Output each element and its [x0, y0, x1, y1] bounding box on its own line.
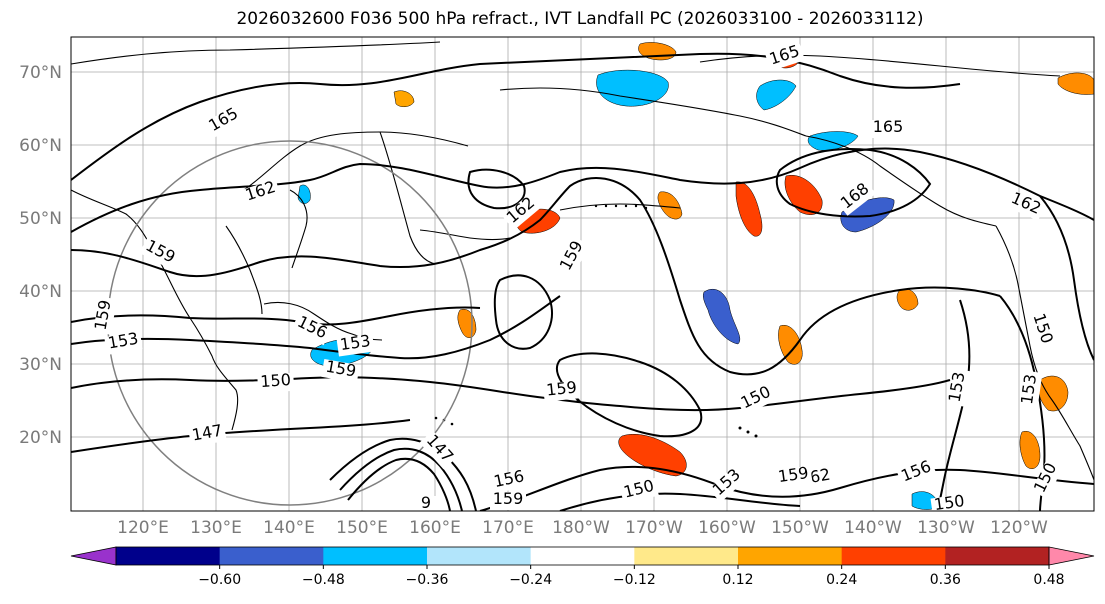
contour-south-1	[479, 465, 1094, 511]
colorbar-segment	[219, 547, 324, 565]
lat-label: 40°N	[19, 282, 62, 302]
lat-label: 20°N	[19, 428, 62, 448]
colorbar-tick-label: −0.12	[613, 572, 656, 588]
lon-label: 150°E	[336, 518, 388, 538]
lon-label: 140°W	[844, 518, 902, 538]
patch-negative	[702, 288, 741, 345]
contour-label: 153	[1017, 373, 1040, 406]
colorbar-tick-label: −0.60	[198, 572, 241, 588]
lon-label: 180°W	[552, 518, 610, 538]
lon-label: 160°W	[698, 518, 756, 538]
contour-label: 159	[777, 463, 810, 486]
contour-north-loop	[467, 168, 526, 210]
colorbar-segment	[427, 547, 532, 565]
lon-label: 140°E	[263, 518, 315, 538]
colorbar-segment	[841, 547, 946, 565]
contour-mid-loop	[493, 274, 553, 350]
colorbar-segment	[634, 547, 739, 565]
lon-label: 160°E	[409, 518, 461, 538]
colorbar: −0.60 −0.48 −0.36 −0.24 −0.12 0.12 0.24 0.36 0.4…	[70, 546, 1095, 588]
contour-147	[71, 419, 411, 453]
contour-168	[775, 148, 932, 218]
patch-negative	[756, 79, 797, 111]
colorbar-segment	[323, 547, 428, 565]
contour-label: 150	[260, 370, 292, 391]
colorbar-extend-low	[70, 546, 117, 566]
filled-anomaly-patches	[297, 42, 1094, 510]
contour-tight-2	[339, 447, 463, 511]
contour-159	[71, 176, 1001, 376]
contour-tight-3	[347, 457, 451, 511]
lon-label: 170°E	[482, 518, 534, 538]
contour-tight-1	[329, 437, 477, 511]
contour-label: 159	[493, 489, 524, 508]
contour-label: 153	[339, 331, 372, 354]
colorbar-tick-label: 0.48	[1033, 572, 1064, 588]
patch-positive	[1057, 72, 1094, 95]
patch-positive	[1019, 430, 1041, 469]
colorbar-tick-label: −0.36	[406, 572, 449, 588]
lat-label: 30°N	[19, 355, 62, 375]
contour-label: 165	[873, 117, 904, 136]
plot-frame	[70, 36, 1095, 512]
lat-label: 60°N	[19, 136, 62, 156]
colorbar-segment	[530, 547, 635, 565]
colorbar-extend-high	[1048, 546, 1095, 566]
contour-pacific-loop	[555, 352, 703, 438]
colorbar-segment	[116, 547, 221, 565]
contour-south-2	[559, 492, 801, 511]
patch-positive	[735, 181, 763, 237]
colorbar-tick-label: −0.24	[509, 572, 552, 588]
colorbar-tick-label: −0.48	[302, 572, 345, 588]
contour-east-3	[1039, 195, 1094, 361]
patch-positive	[896, 288, 919, 311]
map-title: 2026032600 F036 500 hPa refract., IVT La…	[236, 9, 924, 29]
patch-positive	[596, 69, 669, 107]
contour-165	[71, 52, 961, 181]
colorbar-tick-label: 0.36	[930, 572, 961, 588]
patch-positive	[393, 90, 415, 107]
contour-label: 9	[421, 493, 431, 512]
lon-label: 120°W	[990, 518, 1048, 538]
lon-label: 150°W	[771, 518, 829, 538]
contour-label: 150	[933, 491, 966, 514]
longitude-axis: 120°E 130°E 140°E 150°E 160°E 170°E 180°…	[117, 518, 1048, 538]
patch-positive	[657, 191, 683, 220]
colorbar-tick-label: 0.12	[722, 572, 753, 588]
lat-label: 50°N	[19, 209, 62, 229]
colorbar-frame	[115, 546, 1050, 566]
lon-label: 130°W	[917, 518, 975, 538]
patch-negative	[807, 131, 859, 151]
lon-label: 170°W	[625, 518, 683, 538]
patch-positive	[778, 324, 803, 365]
latitude-axis: 70°N 60°N 50°N 40°N 30°N 20°N	[19, 63, 62, 448]
contour-150	[71, 376, 951, 412]
colorbar-segment	[945, 547, 1050, 565]
colorbar-segment	[738, 547, 843, 565]
lon-label: 130°E	[190, 518, 242, 538]
coastlines	[71, 41, 1094, 481]
patch-positive	[618, 433, 687, 477]
lon-label: 120°E	[117, 518, 169, 538]
contour-label: 159	[545, 377, 577, 399]
lat-label: 70°N	[19, 63, 62, 83]
colorbar-tick-label: 0.24	[826, 572, 857, 588]
